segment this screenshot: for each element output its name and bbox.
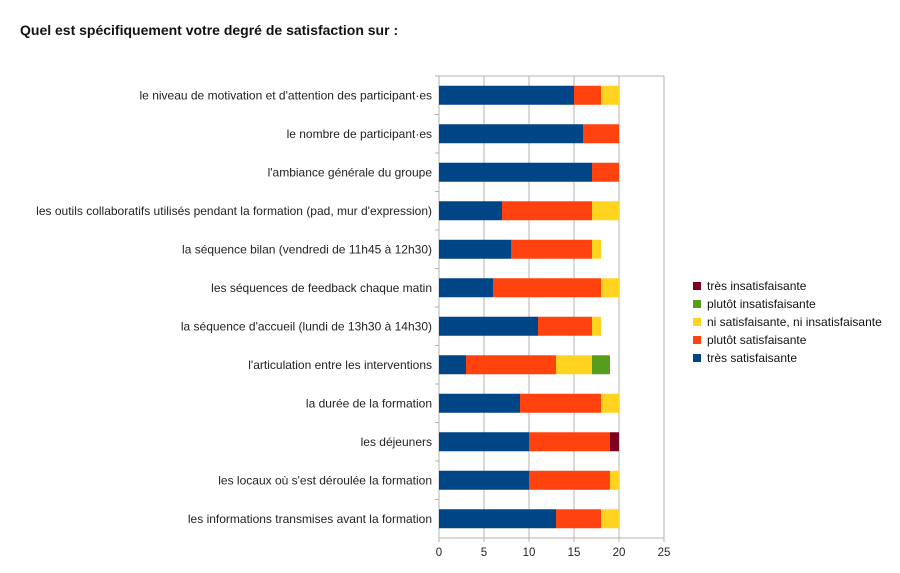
- legend-label: plutôt insatisfaisante: [707, 297, 816, 311]
- bar-segment: [538, 316, 592, 336]
- legend-label: ni satisfaisante, ni insatisfaisante: [707, 315, 882, 329]
- bar-segment: [439, 201, 502, 221]
- legend-item: plutôt satisfaisante: [693, 331, 882, 349]
- bar-segment: [439, 470, 529, 490]
- bar-segment: [574, 85, 601, 105]
- x-tick-label: 5: [481, 547, 487, 559]
- legend-item: ni satisfaisante, ni insatisfaisante: [693, 313, 882, 331]
- bar-segment: [592, 355, 610, 375]
- category-label: la durée de la formation: [306, 396, 432, 410]
- bar-segment: [511, 239, 592, 259]
- bar-segment: [439, 278, 493, 298]
- bar-segment: [439, 239, 511, 259]
- bar-segment: [493, 278, 601, 298]
- bar-segment: [439, 509, 556, 529]
- bar-segment: [466, 355, 556, 375]
- legend-label: très satisfaisante: [707, 351, 798, 365]
- category-label: les informations transmises avant la for…: [188, 512, 432, 526]
- bar-segment: [520, 393, 601, 413]
- bar-segment: [610, 470, 619, 490]
- bar-segment: [556, 509, 601, 529]
- plot-area: [438, 75, 665, 539]
- bar-segment: [439, 85, 574, 105]
- bar-segment: [601, 509, 619, 529]
- x-tick-label: 20: [613, 547, 626, 559]
- bar-segment: [502, 201, 592, 221]
- category-label: l'articulation entre les interventions: [248, 358, 432, 372]
- page-title: Quel est spécifiquement votre degré de s…: [20, 22, 399, 38]
- bar-segment: [592, 316, 601, 336]
- category-label: l'ambiance générale du groupe: [268, 165, 433, 179]
- bar-segment: [439, 432, 529, 452]
- category-label: les déjeuners: [361, 435, 432, 449]
- bar-segment: [601, 85, 619, 105]
- bar-segment: [439, 316, 538, 336]
- x-tick-label: 15: [568, 547, 581, 559]
- bar-segment: [592, 162, 619, 182]
- bar-segment: [610, 432, 619, 452]
- legend-label: plutôt satisfaisante: [707, 333, 807, 347]
- category-label: les outils collaboratifs utilisés pendan…: [36, 204, 432, 218]
- category-label: les séquences de feedback chaque matin: [211, 281, 432, 295]
- legend-label: très insatisfaisante: [707, 279, 807, 293]
- bar-segment: [583, 124, 619, 144]
- legend-item: plutôt insatisfaisante: [693, 295, 882, 313]
- legend-item: très satisfaisante: [693, 349, 882, 367]
- bar-segment: [439, 393, 520, 413]
- legend-swatch: [693, 318, 701, 326]
- legend-item: très insatisfaisante: [693, 277, 882, 295]
- category-label: les locaux où s'est déroulée la formatio…: [218, 473, 432, 487]
- x-tick-label: 10: [523, 547, 536, 559]
- bar-segment: [601, 278, 619, 298]
- category-label: le nombre de participant·es: [287, 127, 432, 141]
- x-tick-label: 0: [436, 547, 442, 559]
- category-label: la séquence d'accueil (lundi de 13h30 à …: [181, 319, 432, 333]
- bar-segment: [592, 201, 619, 221]
- legend-swatch: [693, 282, 701, 290]
- legend-swatch: [693, 336, 701, 344]
- bar-segment: [439, 124, 583, 144]
- chart-legend: très insatisfaisante plutôt insatisfaisan…: [693, 277, 882, 367]
- bar-segment: [556, 355, 592, 375]
- legend-swatch: [693, 354, 701, 362]
- bar-segment: [439, 162, 592, 182]
- bar-segment: [601, 393, 619, 413]
- bar-segment: [439, 355, 466, 375]
- bar-segment: [529, 470, 610, 490]
- x-tick-label: 25: [658, 547, 671, 559]
- category-label: la séquence bilan (vendredi de 11h45 à 1…: [182, 242, 432, 256]
- category-label: le niveau de motivation et d'attention d…: [140, 88, 432, 102]
- bar-segment: [529, 432, 610, 452]
- bar-segment: [592, 239, 601, 259]
- legend-swatch: [693, 300, 701, 308]
